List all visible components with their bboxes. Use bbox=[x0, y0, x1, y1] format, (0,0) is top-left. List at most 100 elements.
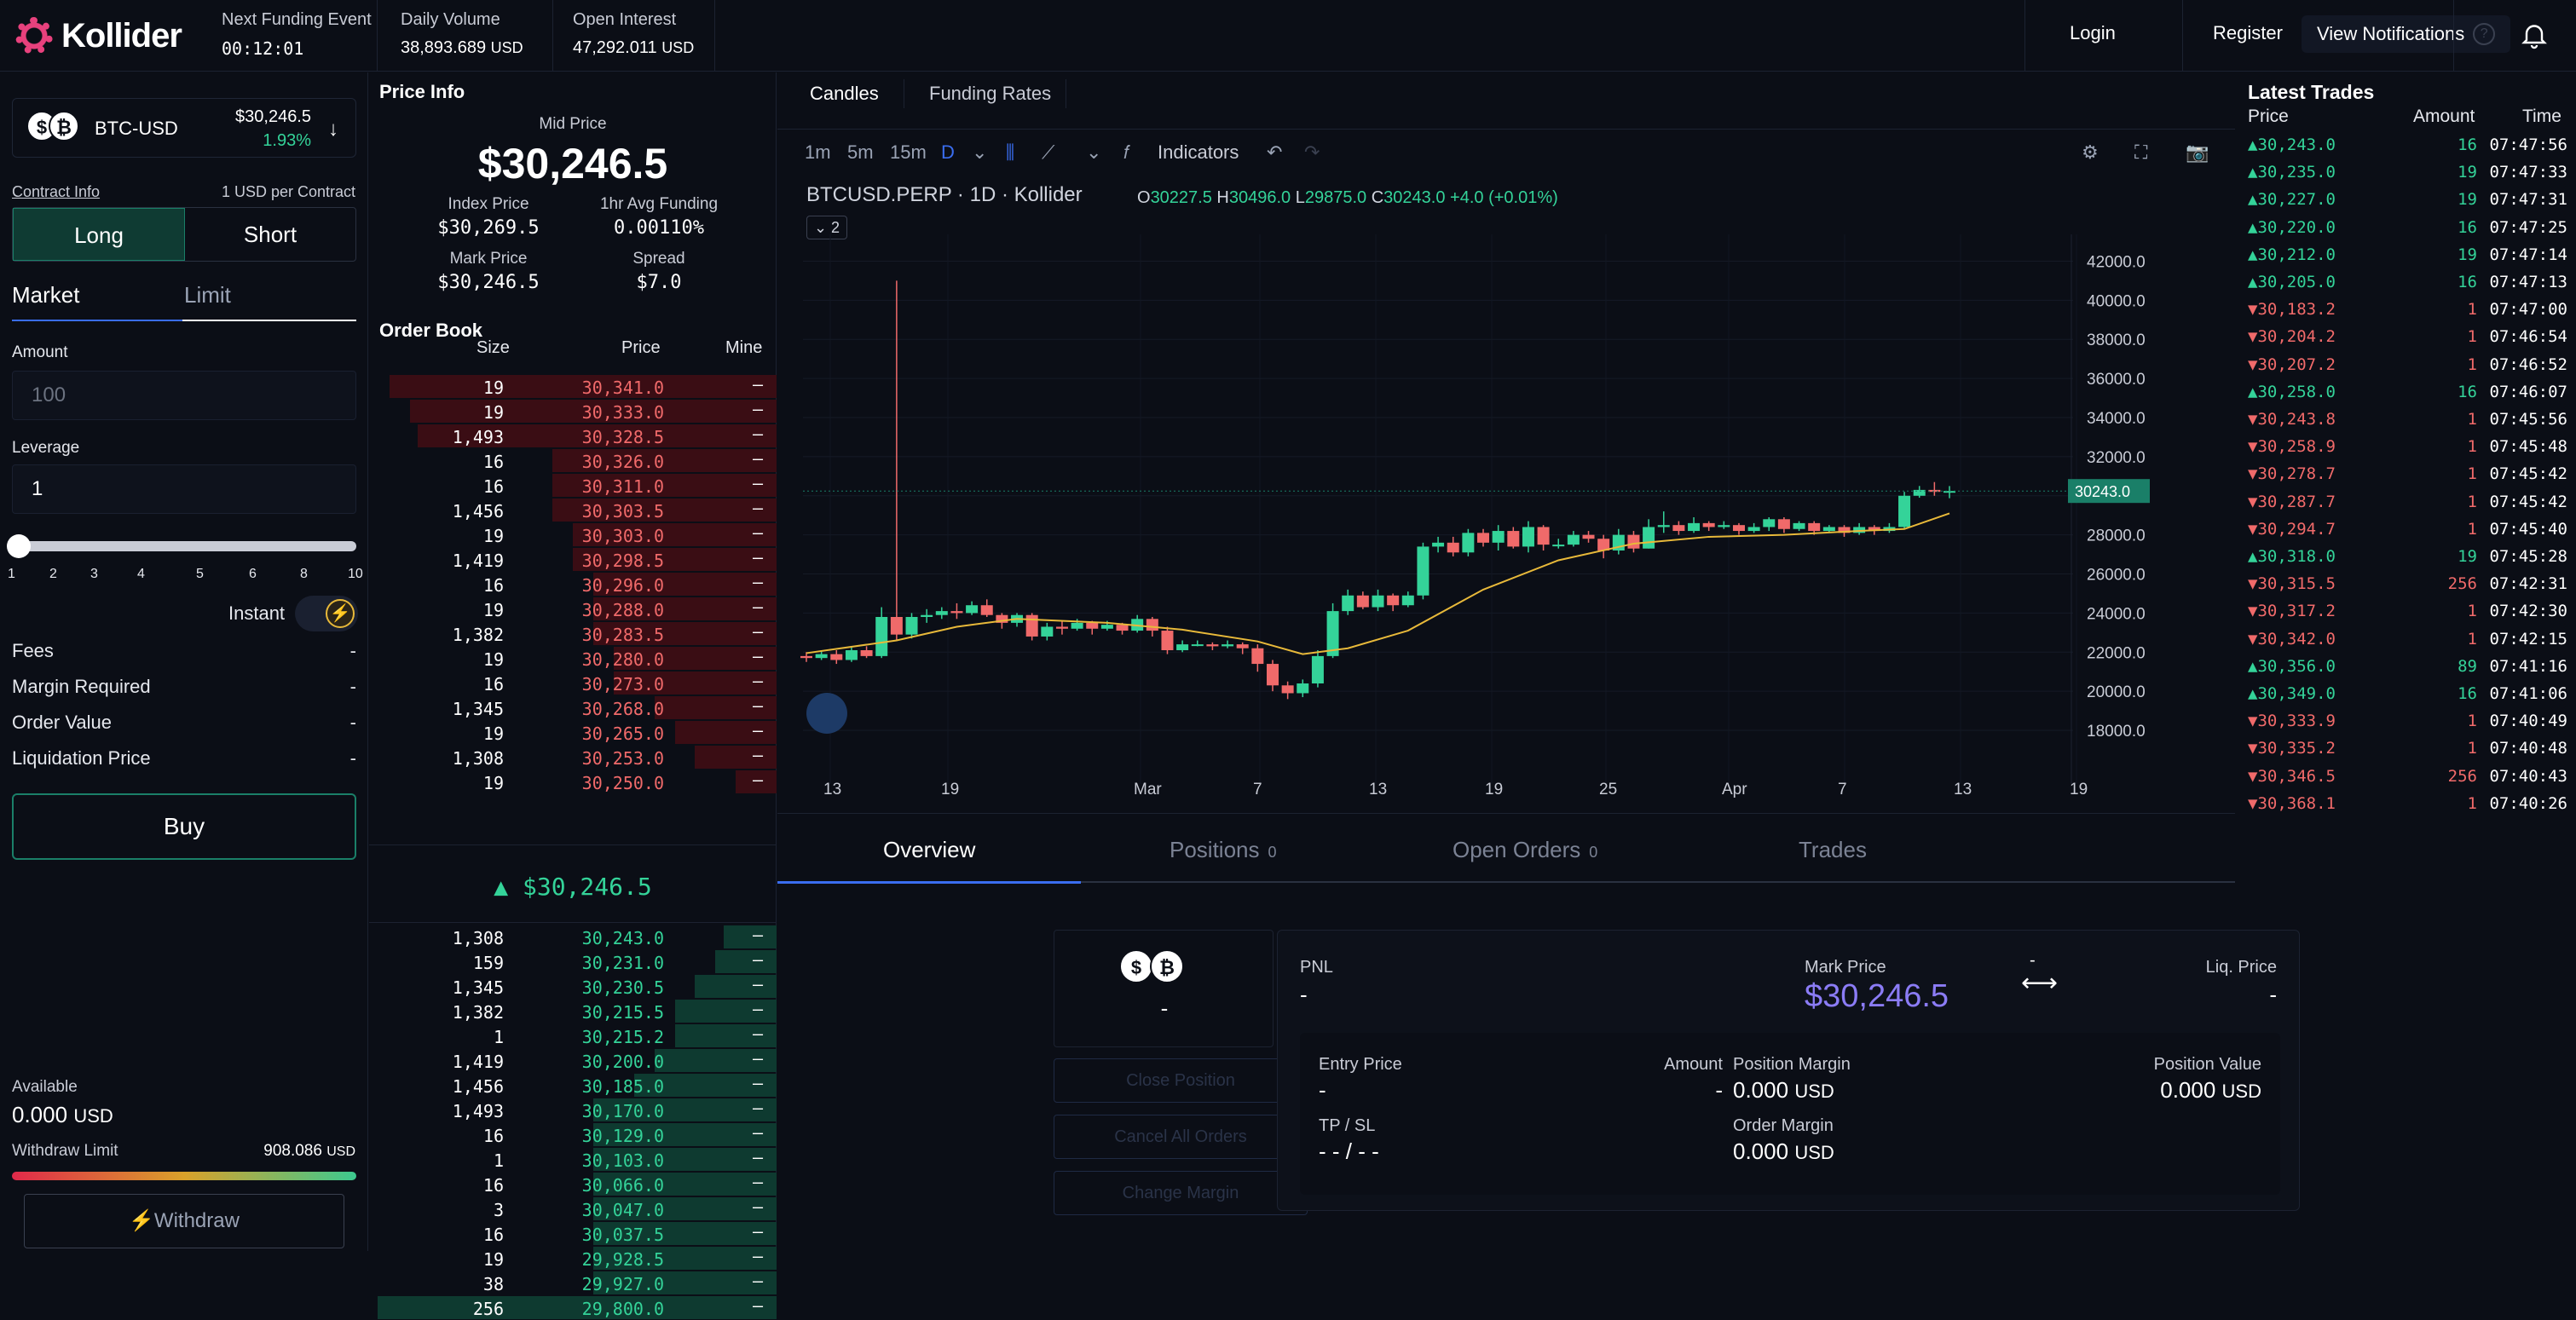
trade-price: 30,258.9 bbox=[2257, 437, 2336, 457]
tradingview-logo-icon[interactable] bbox=[806, 693, 847, 734]
ask-row[interactable]: 19 30,265.0 – bbox=[369, 720, 777, 745]
open-interest-label: Open Interest bbox=[573, 10, 677, 29]
chevron-down-icon[interactable]: ⌄ bbox=[972, 141, 988, 163]
tab-funding-rates[interactable]: Funding Rates bbox=[929, 83, 1052, 104]
tab-market[interactable]: Market bbox=[12, 282, 80, 308]
bid-row[interactable]: 1,419 30,200.0 – bbox=[369, 1048, 777, 1073]
arrow-down-icon: ▼ bbox=[2248, 574, 2258, 594]
view-notifications-button[interactable]: View Notifications ? bbox=[2302, 15, 2511, 53]
bid-row[interactable]: 1,493 30,170.0 – bbox=[369, 1098, 777, 1122]
collapse-indicators-button[interactable]: ⌄ 2 bbox=[806, 216, 847, 239]
tab-positions[interactable]: Positions 0 bbox=[1170, 837, 1277, 863]
trade-amount: 19 bbox=[2458, 190, 2477, 210]
depth-bar bbox=[613, 647, 777, 670]
trade-time: 07:47:33 bbox=[2489, 163, 2567, 182]
interval-d[interactable]: D bbox=[941, 141, 955, 163]
chevron-down-icon[interactable]: ⌄ bbox=[1086, 141, 1102, 163]
bid-row[interactable]: 1,456 30,185.0 – bbox=[369, 1073, 777, 1098]
candle-body bbox=[1146, 619, 1158, 631]
long-button[interactable]: Long bbox=[13, 208, 185, 261]
ask-row[interactable]: 19 30,288.0 – bbox=[369, 597, 777, 621]
ask-row[interactable]: 1,493 30,328.5 – bbox=[369, 424, 777, 448]
ask-row[interactable]: 1,456 30,303.5 – bbox=[369, 498, 777, 522]
tab-overview[interactable]: Overview bbox=[883, 837, 976, 862]
tab-open-orders[interactable]: Open Orders 0 bbox=[1453, 837, 1597, 863]
candle-type-icon[interactable]: ⫼ bbox=[1006, 141, 1015, 163]
interval-5m[interactable]: 5m bbox=[847, 141, 874, 163]
leverage-slider[interactable] bbox=[7, 534, 356, 558]
contract-info-value: 1 USD per Contract bbox=[221, 183, 355, 200]
leverage-input[interactable]: 1 bbox=[12, 464, 356, 514]
slider-knob[interactable] bbox=[7, 534, 31, 558]
login-button[interactable]: Login bbox=[2070, 22, 2116, 43]
pair-selector[interactable]: $ ₿ BTC-USD $30,246.5 1.93% ↓ bbox=[12, 98, 356, 158]
bell-icon[interactable] bbox=[2519, 19, 2550, 51]
bid-row[interactable]: 38 29,927.0 – bbox=[369, 1271, 777, 1295]
gear-icon[interactable]: ⚙ bbox=[2082, 141, 2099, 163]
ask-row[interactable]: 1,345 30,268.0 – bbox=[369, 695, 777, 720]
undo-icon[interactable]: ↶ bbox=[1267, 141, 1283, 163]
trade-price-cell: ▲30,258.0 bbox=[2248, 383, 2336, 401]
ask-row[interactable]: 1,382 30,283.5 – bbox=[369, 621, 777, 646]
order-margin-label: Order Margin bbox=[1733, 1116, 1834, 1135]
bid-row[interactable]: 1,382 30,215.5 – bbox=[369, 999, 777, 1023]
trade-amount: 19 bbox=[2458, 245, 2477, 264]
bid-price: 30,243.0 bbox=[581, 928, 664, 948]
ask-row[interactable]: 19 30,280.0 – bbox=[369, 646, 777, 671]
ask-row[interactable]: 16 30,273.0 – bbox=[369, 671, 777, 695]
interval-15m[interactable]: 15m bbox=[890, 141, 927, 163]
close-position-button[interactable]: Close Position bbox=[1054, 1058, 1308, 1103]
trade-row: ▼30,258.9 1 07:45:48 bbox=[2236, 432, 2576, 459]
change-margin-button[interactable]: Change Margin bbox=[1054, 1171, 1308, 1215]
trade-amount: 19 bbox=[2458, 547, 2477, 566]
buy-button[interactable]: Buy bbox=[12, 793, 356, 860]
withdraw-button[interactable]: ⚡Withdraw bbox=[24, 1194, 344, 1248]
liq-price-label: Liq. Price bbox=[2205, 958, 2277, 977]
register-button[interactable]: Register bbox=[2213, 22, 2283, 43]
x-tick-label: Mar bbox=[1134, 781, 1162, 798]
logo[interactable]: Kollider bbox=[14, 15, 182, 56]
bid-row[interactable]: 1 30,215.2 – bbox=[369, 1023, 777, 1048]
ask-row[interactable]: 1,308 30,253.0 – bbox=[369, 745, 777, 770]
bid-row[interactable]: 16 30,037.5 – bbox=[369, 1221, 777, 1246]
tab-limit[interactable]: Limit bbox=[184, 282, 231, 308]
bid-row[interactable]: 1 30,103.0 – bbox=[369, 1147, 777, 1172]
interval-1m[interactable]: 1m bbox=[805, 141, 831, 163]
redo-icon[interactable]: ↷ bbox=[1304, 141, 1320, 163]
tab-candles[interactable]: Candles bbox=[810, 83, 879, 104]
ask-row[interactable]: 19 30,341.0 – bbox=[369, 374, 777, 399]
candlestick-chart[interactable]: 42000.0 40000.0 38000.0 36000.0 34000.0 32000… bbox=[794, 158, 2235, 814]
ask-row[interactable]: 19 30,250.0 – bbox=[369, 770, 777, 794]
bid-row[interactable]: 19 29,928.5 – bbox=[369, 1246, 777, 1271]
contract-info-label[interactable]: Contract Info bbox=[12, 183, 101, 200]
candle-body bbox=[1672, 525, 1685, 532]
trade-price: 30,212.0 bbox=[2257, 245, 2336, 264]
bid-row[interactable]: 1,308 30,243.0 – bbox=[369, 925, 777, 949]
bid-row[interactable]: 159 30,231.0 – bbox=[369, 949, 777, 974]
col-price: Price bbox=[2248, 107, 2289, 126]
tp-sl-value[interactable]: - - / - - bbox=[1319, 1138, 1379, 1164]
tab-trades[interactable]: Trades bbox=[1799, 837, 1867, 862]
cancel-all-orders-button[interactable]: Cancel All Orders bbox=[1054, 1115, 1308, 1159]
bid-row[interactable]: 3 30,047.0 – bbox=[369, 1196, 777, 1221]
bid-row[interactable]: 16 30,129.0 – bbox=[369, 1122, 777, 1147]
ask-row[interactable]: 19 30,333.0 – bbox=[369, 399, 777, 424]
mark-price-label: Mark Price bbox=[449, 250, 528, 268]
ask-row[interactable]: 1,419 30,298.5 – bbox=[369, 547, 777, 572]
camera-icon[interactable]: 📷 bbox=[2186, 141, 2209, 163]
amount-input[interactable]: 100 bbox=[12, 371, 356, 420]
short-button[interactable]: Short bbox=[243, 222, 297, 247]
ask-row[interactable]: 16 30,326.0 – bbox=[369, 448, 777, 473]
bid-row[interactable]: 256 29,800.0 – bbox=[369, 1295, 777, 1320]
ask-row[interactable]: 16 30,311.0 – bbox=[369, 473, 777, 498]
bid-row[interactable]: 16 30,066.0 – bbox=[369, 1172, 777, 1196]
function-icon[interactable]: 𝑓 bbox=[1123, 141, 1129, 163]
ask-row[interactable]: 16 30,296.0 – bbox=[369, 572, 777, 597]
instant-toggle[interactable]: ⚡ bbox=[295, 596, 358, 631]
leverage-tick: 5 bbox=[196, 567, 204, 581]
bid-row[interactable]: 1,345 30,230.5 – bbox=[369, 974, 777, 999]
ask-row[interactable]: 19 30,303.0 – bbox=[369, 522, 777, 547]
indicators-button[interactable]: Indicators bbox=[1158, 141, 1239, 163]
line-type-icon[interactable]: ⟋ bbox=[1042, 141, 1055, 163]
fullscreen-icon[interactable]: ⛶ bbox=[2134, 141, 2148, 163]
